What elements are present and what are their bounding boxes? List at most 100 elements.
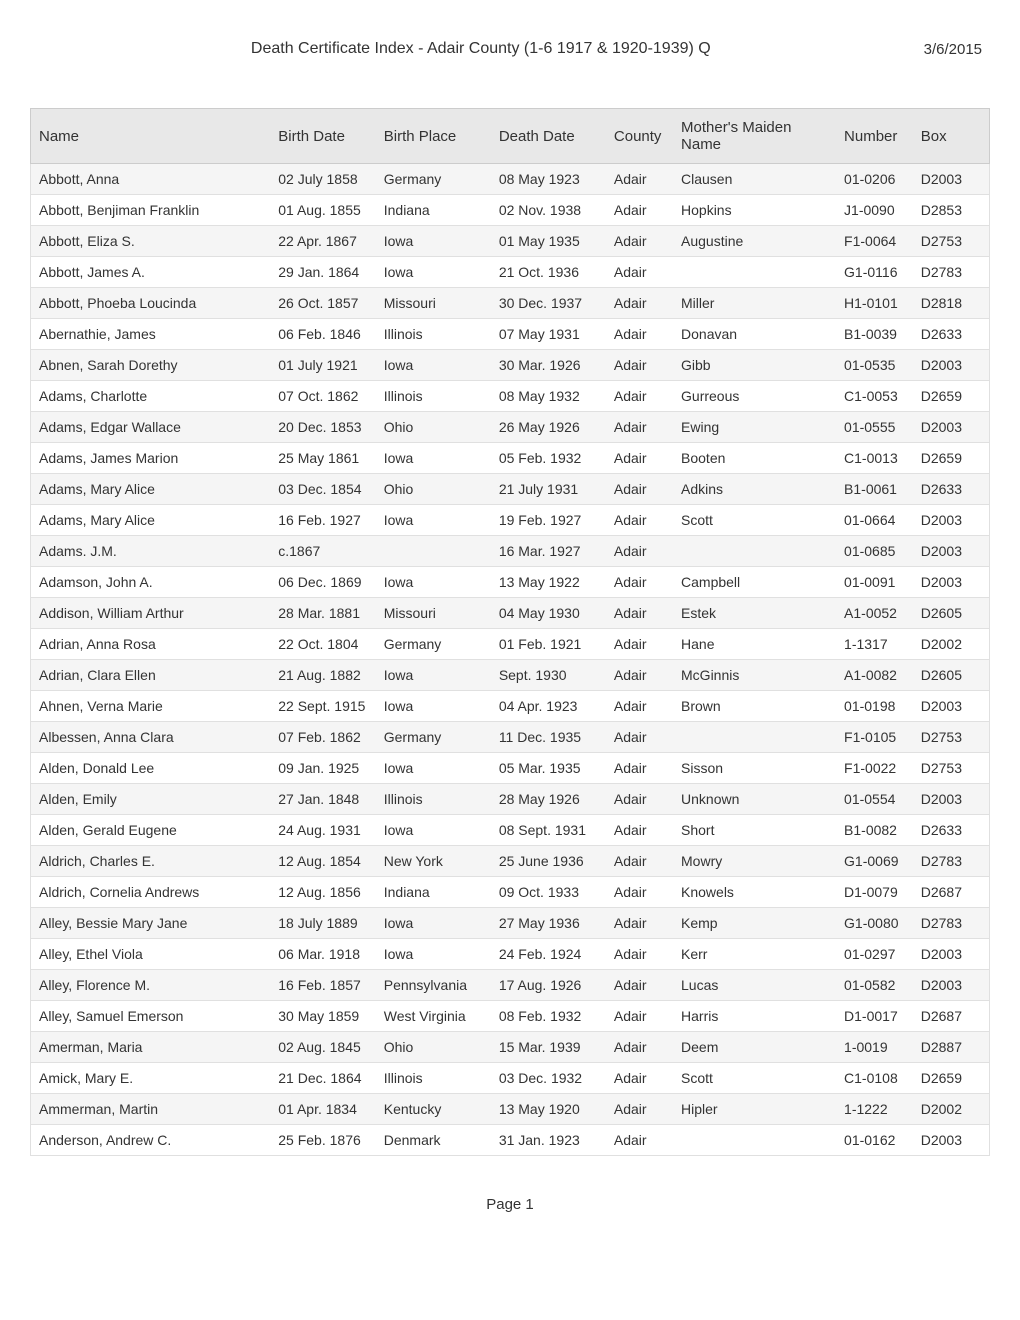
table-cell: D2633: [913, 319, 990, 350]
table-cell: Ohio: [376, 474, 491, 505]
table-cell: F1-0105: [836, 722, 913, 753]
table-cell: [376, 536, 491, 567]
table-row: Abnen, Sarah Dorethy01 July 1921Iowa30 M…: [31, 350, 990, 381]
table-cell: 01-0297: [836, 939, 913, 970]
table-cell: Adair: [606, 846, 673, 877]
table-cell: Aldrich, Charles E.: [31, 846, 271, 877]
death-certificate-table: NameBirth DateBirth PlaceDeath DateCount…: [30, 108, 990, 1156]
table-cell: Aldrich, Cornelia Andrews: [31, 877, 271, 908]
table-cell: 25 May 1861: [270, 443, 375, 474]
page-title: Death Certificate Index - Adair County (…: [38, 40, 924, 58]
table-cell: D2887: [913, 1032, 990, 1063]
table-row: Aldrich, Charles E.12 Aug. 1854New York2…: [31, 846, 990, 877]
table-cell: Adair: [606, 1125, 673, 1156]
table-cell: 01-0664: [836, 505, 913, 536]
table-cell: [673, 1125, 836, 1156]
table-cell: Adair: [606, 195, 673, 226]
table-cell: Adair: [606, 722, 673, 753]
table-cell: Miller: [673, 288, 836, 319]
table-cell: 22 Oct. 1804: [270, 629, 375, 660]
table-cell: Adair: [606, 474, 673, 505]
table-cell: 06 Mar. 1918: [270, 939, 375, 970]
table-cell: D2003: [913, 350, 990, 381]
table-row: Adams, Edgar Wallace20 Dec. 1853Ohio26 M…: [31, 412, 990, 443]
table-cell: Unknown: [673, 784, 836, 815]
table-cell: Adair: [606, 784, 673, 815]
table-cell: Addison, William Arthur: [31, 598, 271, 629]
table-cell: D2002: [913, 1094, 990, 1125]
table-cell: Indiana: [376, 877, 491, 908]
table-cell: 13 May 1920: [491, 1094, 606, 1125]
table-cell: 01-0198: [836, 691, 913, 722]
table-cell: Abbott, Anna: [31, 164, 271, 195]
table-cell: 21 Dec. 1864: [270, 1063, 375, 1094]
table-cell: Indiana: [376, 195, 491, 226]
table-cell: D2003: [913, 939, 990, 970]
table-cell: Adair: [606, 1063, 673, 1094]
table-cell: 18 July 1889: [270, 908, 375, 939]
table-cell: D2818: [913, 288, 990, 319]
table-cell: Augustine: [673, 226, 836, 257]
table-cell: C1-0013: [836, 443, 913, 474]
table-cell: Alden, Donald Lee: [31, 753, 271, 784]
table-row: Abbott, Benjiman Franklin01 Aug. 1855Ind…: [31, 195, 990, 226]
table-cell: 12 Aug. 1854: [270, 846, 375, 877]
table-cell: 16 Feb. 1927: [270, 505, 375, 536]
table-cell: Iowa: [376, 908, 491, 939]
page-footer: Page 1: [30, 1196, 990, 1213]
table-cell: 11 Dec. 1935: [491, 722, 606, 753]
table-cell: 07 Feb. 1862: [270, 722, 375, 753]
table-cell: D2687: [913, 1001, 990, 1032]
table-cell: Alden, Emily: [31, 784, 271, 815]
table-cell: Knowels: [673, 877, 836, 908]
column-header: Number: [836, 109, 913, 164]
table-row: Ahnen, Verna Marie22 Sept. 1915Iowa04 Ap…: [31, 691, 990, 722]
table-cell: 03 Dec. 1932: [491, 1063, 606, 1094]
table-cell: Scott: [673, 1063, 836, 1094]
table-cell: 12 Aug. 1856: [270, 877, 375, 908]
table-cell: 01-0535: [836, 350, 913, 381]
table-row: Addison, William Arthur28 Mar. 1881Misso…: [31, 598, 990, 629]
table-cell: Adamson, John A.: [31, 567, 271, 598]
table-cell: [673, 722, 836, 753]
table-row: Alden, Donald Lee09 Jan. 1925Iowa05 Mar.…: [31, 753, 990, 784]
table-cell: 01-0091: [836, 567, 913, 598]
page-date: 3/6/2015: [924, 41, 982, 58]
table-cell: Alley, Ethel Viola: [31, 939, 271, 970]
table-cell: Adair: [606, 1001, 673, 1032]
table-cell: Germany: [376, 164, 491, 195]
table-cell: Scott: [673, 505, 836, 536]
table-cell: 05 Mar. 1935: [491, 753, 606, 784]
table-cell: Illinois: [376, 784, 491, 815]
table-cell: 1-1222: [836, 1094, 913, 1125]
table-cell: 01-0162: [836, 1125, 913, 1156]
table-cell: Adams, Mary Alice: [31, 505, 271, 536]
table-cell: Adams, James Marion: [31, 443, 271, 474]
table-cell: 08 Feb. 1932: [491, 1001, 606, 1032]
table-cell: Missouri: [376, 598, 491, 629]
table-cell: 30 Mar. 1926: [491, 350, 606, 381]
table-cell: D2853: [913, 195, 990, 226]
table-cell: D2659: [913, 1063, 990, 1094]
column-header: Birth Place: [376, 109, 491, 164]
table-row: Adams, James Marion25 May 1861Iowa05 Feb…: [31, 443, 990, 474]
table-cell: 27 Jan. 1848: [270, 784, 375, 815]
table-cell: Adair: [606, 1094, 673, 1125]
table-cell: 15 Mar. 1939: [491, 1032, 606, 1063]
table-cell: Adair: [606, 505, 673, 536]
table-cell: 04 May 1930: [491, 598, 606, 629]
table-cell: Iowa: [376, 350, 491, 381]
table-cell: D2003: [913, 505, 990, 536]
table-cell: Adair: [606, 939, 673, 970]
table-cell: 31 Jan. 1923: [491, 1125, 606, 1156]
table-cell: McGinnis: [673, 660, 836, 691]
table-cell: D2783: [913, 846, 990, 877]
table-cell: G1-0069: [836, 846, 913, 877]
table-cell: Amerman, Maria: [31, 1032, 271, 1063]
table-cell: Adair: [606, 1032, 673, 1063]
table-cell: D2605: [913, 598, 990, 629]
table-cell: 01 Apr. 1834: [270, 1094, 375, 1125]
table-row: Alley, Samuel Emerson30 May 1859West Vir…: [31, 1001, 990, 1032]
table-cell: Donavan: [673, 319, 836, 350]
table-cell: 22 Apr. 1867: [270, 226, 375, 257]
